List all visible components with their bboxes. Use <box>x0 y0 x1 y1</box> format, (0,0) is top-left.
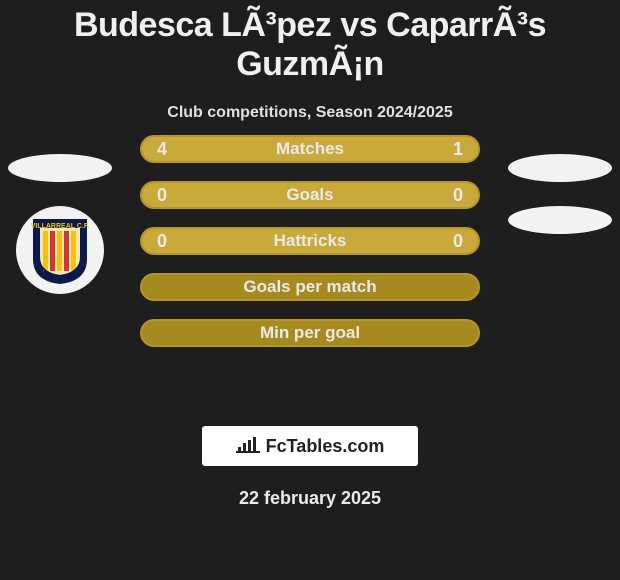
subtitle: Club competitions, Season 2024/2025 <box>0 104 620 122</box>
left-player-badges: VILLARREAL C.F. <box>0 150 120 294</box>
player-pill-right-2 <box>508 206 612 234</box>
snapshot-date: 22 february 2025 <box>0 488 620 509</box>
stat-label: Hattricks <box>142 231 478 251</box>
bar-chart-icon <box>236 437 260 455</box>
attribution-text: FcTables.com <box>266 436 385 457</box>
page-title: Budesca LÃ³pez vs CaparrÃ³s GuzmÃ¡n <box>0 0 620 84</box>
stat-row-goals-per-match: Goals per match <box>140 273 480 301</box>
stat-row-goals: 0 Goals 0 <box>140 181 480 209</box>
stat-label: Matches <box>142 139 478 159</box>
stat-value-right: 0 <box>438 231 478 252</box>
svg-text:VILLARREAL C.F.: VILLARREAL C.F. <box>31 223 89 230</box>
stat-value-right: 0 <box>438 185 478 206</box>
right-player-badges <box>500 150 620 234</box>
stat-value-right: 1 <box>438 139 478 160</box>
stat-row-hattricks: 0 Hattricks 0 <box>140 227 480 255</box>
villarreal-crest-icon: VILLARREAL C.F. <box>31 215 89 285</box>
stat-label: Min per goal <box>142 323 478 343</box>
stat-row-min-per-goal: Min per goal <box>140 319 480 347</box>
player-pill-right-1 <box>508 154 612 182</box>
left-club-crest-disc: VILLARREAL C.F. <box>16 206 104 294</box>
attribution-logo: FcTables.com <box>202 426 418 466</box>
stat-label: Goals per match <box>142 277 478 297</box>
stat-bars: 4 Matches 1 0 Goals 0 0 Hattricks 0 Goal… <box>140 135 480 365</box>
comparison-panel: VILLARREAL C.F. 4 Matches 1 0 Goals 0 0 <box>0 150 620 410</box>
player-pill-left <box>8 154 112 182</box>
stat-label: Goals <box>142 185 478 205</box>
stat-row-matches: 4 Matches 1 <box>140 135 480 163</box>
